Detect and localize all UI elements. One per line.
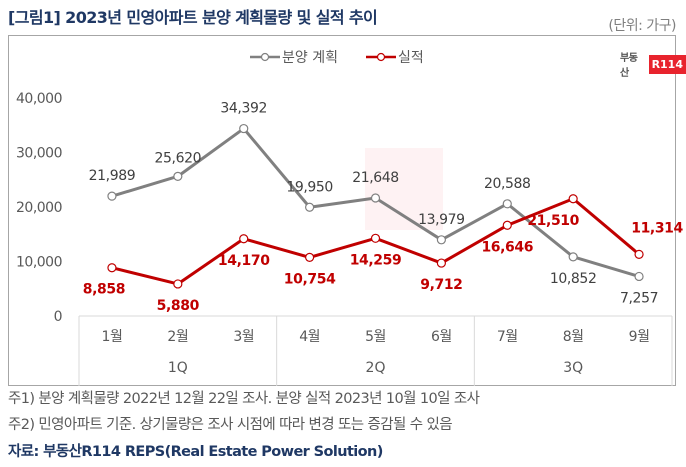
y-tick-label: 20,000 bbox=[16, 200, 62, 216]
series-plan: 21,989 25,620 34,392 19,950 21,648 13,979 20,5… bbox=[89, 101, 659, 307]
legend-label-actual: 실적 bbox=[397, 50, 424, 66]
chart-title: [그림1] 2023년 민영아파트 분양 계획물량 및 실적 추이 bbox=[8, 8, 378, 27]
data-label: 21,510 bbox=[527, 213, 579, 229]
data-point bbox=[107, 191, 117, 201]
data-point bbox=[634, 271, 644, 282]
data-label: 9,712 bbox=[420, 277, 462, 293]
x-tick-label: 7월 bbox=[497, 329, 518, 345]
footnote-1: 주1) 분양 계획물량 2022년 12월 22일 조사. 분양 실적 2023… bbox=[8, 391, 480, 407]
legend-label-plan: 분양 계획 bbox=[282, 50, 338, 66]
x-tick-label: 6월 bbox=[431, 329, 452, 345]
legend-marker-plan-icon bbox=[250, 52, 280, 62]
x-tick-label: 8월 bbox=[563, 329, 584, 345]
legend-marker-actual-icon bbox=[365, 52, 396, 62]
data-point bbox=[436, 235, 446, 245]
data-point bbox=[502, 199, 512, 209]
legend-item-plan: 분양 계획 bbox=[250, 47, 338, 67]
data-point bbox=[239, 234, 249, 244]
data-point bbox=[305, 202, 315, 212]
logo-text: 부동산 bbox=[620, 53, 638, 79]
data-point bbox=[305, 252, 315, 262]
data-point bbox=[568, 194, 578, 204]
series-actual: 8,858 5,880 14,170 10,754 14,259 9,712 16,646 2… bbox=[83, 194, 684, 314]
footnote-2: 주2) 민영아파트 기준. 상기물량은 조사 시점에 따라 변경 또는 증감될 … bbox=[8, 417, 453, 433]
data-point bbox=[173, 279, 183, 289]
logo-badge: R114 bbox=[648, 54, 686, 74]
legend: 분양 계획 실적 bbox=[250, 47, 424, 67]
data-label: 21,989 bbox=[89, 168, 136, 184]
legend-item-actual: 실적 bbox=[365, 47, 424, 67]
x-tick-label: 1월 bbox=[102, 329, 123, 345]
data-point bbox=[370, 233, 381, 243]
y-tick-label: 30,000 bbox=[16, 146, 62, 162]
data-label: 13,979 bbox=[418, 212, 465, 228]
data-point bbox=[568, 252, 578, 262]
data-point bbox=[436, 258, 446, 268]
data-label: 7,257 bbox=[620, 290, 658, 306]
data-label: 19,950 bbox=[286, 179, 333, 195]
r114-logo: 부동산 R114 bbox=[620, 49, 686, 79]
x-group-label: 3Q bbox=[563, 360, 583, 376]
data-label: 10,852 bbox=[550, 271, 597, 287]
x-tick-label: 3월 bbox=[233, 329, 254, 345]
data-point bbox=[370, 193, 381, 203]
data-label: 5,880 bbox=[157, 298, 200, 314]
data-label: 25,620 bbox=[155, 150, 202, 166]
y-tick-label: 40,000 bbox=[16, 91, 62, 107]
data-label: 16,646 bbox=[481, 239, 533, 255]
x-tick-label: 5월 bbox=[365, 329, 386, 345]
y-tick-label: 10,000 bbox=[16, 255, 62, 271]
data-label: 10,754 bbox=[284, 271, 336, 287]
data-label: 14,259 bbox=[350, 252, 402, 268]
data-point bbox=[634, 249, 644, 259]
data-label: 8,858 bbox=[83, 282, 125, 298]
series-group: 21,989 25,620 34,392 19,950 21,648 13,979 20,5… bbox=[83, 101, 684, 314]
data-label: 34,392 bbox=[220, 101, 267, 117]
data-point bbox=[502, 220, 512, 230]
data-label: 21,648 bbox=[352, 170, 399, 186]
data-label: 11,314 bbox=[631, 220, 683, 236]
x-tick-label: 2월 bbox=[167, 329, 188, 345]
x-tick-label: 4월 bbox=[299, 329, 320, 345]
chart-frame bbox=[8, 35, 676, 386]
x-axis: 1Q 2Q 3Q 1월 2월 3월 4월 5월 6월 7월 8월 9월 bbox=[78, 315, 673, 386]
x-tick-label: 9월 bbox=[629, 329, 650, 345]
data-label: 20,588 bbox=[484, 176, 531, 192]
x-group-label: 1Q bbox=[168, 360, 188, 376]
y-tick-label: 0 bbox=[54, 309, 62, 325]
data-point bbox=[107, 263, 117, 273]
source-line: 자료: 부동산R114 REPS(Real Estate Power Solut… bbox=[8, 444, 383, 460]
data-label: 14,170 bbox=[218, 253, 270, 269]
y-axis: 0 10,000 20,000 30,000 40,000 bbox=[16, 91, 63, 325]
unit-label: (단위: 가구) bbox=[608, 18, 676, 34]
data-point bbox=[239, 123, 249, 134]
data-point bbox=[173, 171, 183, 181]
x-group-label: 2Q bbox=[366, 360, 386, 376]
